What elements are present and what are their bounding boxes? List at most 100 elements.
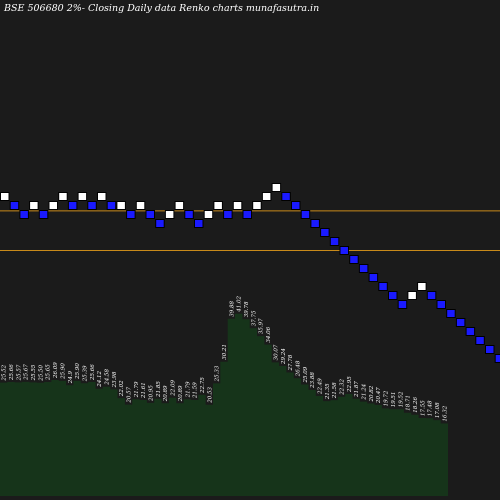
renko-brick-down <box>145 210 155 219</box>
volume-label: 25.65 <box>46 364 52 381</box>
volume-label: 17.08 <box>435 402 441 418</box>
renko-brick-up <box>58 192 68 201</box>
renko-brick-down <box>349 255 359 264</box>
renko-brick-down <box>126 210 136 219</box>
volume-label: 23.98 <box>112 371 118 388</box>
volume-label: 21.24 <box>362 383 368 400</box>
volume-label: 25.33 <box>215 365 221 382</box>
renko-brick-down <box>300 210 311 219</box>
renko-brick-down <box>184 210 194 219</box>
volume-label: 22.75 <box>200 377 206 394</box>
volume-label: 21.35 <box>325 383 331 400</box>
volume-label: 22.09 <box>171 380 177 397</box>
renko-brick-up <box>174 201 185 210</box>
volume-label: 37.75 <box>251 310 257 326</box>
volume-label: 25.90 <box>60 363 66 380</box>
volume-label: 25.55 <box>31 364 37 381</box>
chart-title: BSE 506680 2%- Closing Daily data Renko … <box>3 3 319 14</box>
renko-brick-down <box>455 318 466 327</box>
volume-label: 24.58 <box>105 369 111 386</box>
renko-brick-up <box>252 201 262 210</box>
renko-brick-down <box>310 219 320 228</box>
renko-brick-down <box>87 201 97 210</box>
volume-label: 22.32 <box>340 379 346 396</box>
volume-labels: 25.52 25.66 25.57 25.67 25.55 25.50 25.65 26.09… <box>2 295 449 421</box>
volume-label: 34.06 <box>266 326 272 342</box>
renko-brick-up <box>417 282 427 291</box>
volume-label: 17.48 <box>428 400 434 416</box>
volume-label: 39.78 <box>244 301 250 317</box>
volume-label: 25.66 <box>90 364 96 381</box>
volume-label: 20.95 <box>149 385 155 402</box>
volume-label: 29.24 <box>281 348 287 365</box>
volume-label: 18.71 <box>406 395 412 411</box>
volume-label: 24.12 <box>97 371 103 388</box>
renko-brick-down <box>291 201 301 210</box>
volume-label: 20.82 <box>369 385 375 402</box>
renko-brick-down <box>494 354 500 363</box>
volume-label: 25.50 <box>38 364 44 381</box>
renko-brick-down <box>378 282 388 291</box>
volume-label: 26.48 <box>295 360 301 377</box>
volume-label: 20.53 <box>207 387 213 404</box>
volume-label: 20.89 <box>178 385 184 402</box>
renko-brick-down <box>397 300 408 309</box>
renko-brick-down <box>329 237 340 246</box>
volume-label: 23.88 <box>310 372 316 389</box>
volume-label: 17.55 <box>420 400 426 416</box>
renko-brick-up <box>271 183 282 192</box>
volume-label: 25.09 <box>303 366 309 383</box>
renko-brick-down <box>223 210 233 219</box>
renko-brick-down <box>475 336 485 345</box>
volume-label: 30.21 <box>222 344 228 360</box>
volume-label: 26.09 <box>53 362 59 379</box>
volume-label: 21.58 <box>332 382 338 399</box>
renko-brick-up <box>261 192 272 201</box>
volume-label: 21.79 <box>185 381 191 398</box>
volume-label: 18.26 <box>413 397 419 413</box>
renko-brick-up <box>164 210 175 219</box>
renko-brick-up <box>97 192 107 201</box>
volume-label: 21.87 <box>354 381 360 398</box>
volume-area-layer <box>0 313 448 496</box>
renko-brick-down <box>281 192 291 201</box>
renko-brick-down <box>19 210 29 219</box>
volume-label: 19.52 <box>398 391 404 407</box>
volume-label: 20.89 <box>163 385 169 402</box>
renko-brick-up <box>203 210 214 219</box>
renko-brick-down <box>194 219 204 228</box>
renko-brick-down <box>67 201 78 210</box>
volume-area <box>0 313 448 496</box>
renko-brick-down <box>339 246 349 255</box>
renko-brick-up <box>0 192 10 201</box>
volume-label: 39.88 <box>229 301 235 317</box>
renko-bricks <box>0 183 500 363</box>
renko-brick-down <box>38 210 49 219</box>
volume-label: 25.52 <box>2 364 8 381</box>
renko-brick-up <box>77 192 88 201</box>
renko-brick-down <box>426 291 437 300</box>
volume-label: 41.02 <box>237 295 243 312</box>
volume-label: 20.47 <box>376 387 382 404</box>
volume-label: 22.02 <box>119 380 125 397</box>
volume-label: 19.72 <box>384 390 390 406</box>
volume-label: 24.9 <box>68 371 74 385</box>
renko-brick-down <box>358 264 369 273</box>
volume-label: 21.85 <box>156 381 162 398</box>
volume-label: 22.49 <box>318 378 324 395</box>
volume-label: 25.57 <box>16 364 22 381</box>
renko-brick-up <box>135 201 146 210</box>
volume-label: 21.79 <box>134 381 140 398</box>
renko-brick-down <box>485 345 495 354</box>
volume-label: 19.51 <box>391 392 397 408</box>
volume-label: 20.57 <box>127 386 133 403</box>
renko-brick-up <box>48 201 58 210</box>
renko-brick-up <box>29 201 39 210</box>
renko-brick-down <box>9 201 20 210</box>
volume-label: 25.66 <box>9 364 15 381</box>
volume-label: 25.39 <box>83 365 89 382</box>
volume-label: 16.32 <box>442 405 448 421</box>
renko-brick-down <box>242 210 252 219</box>
renko-brick-down <box>436 300 446 309</box>
